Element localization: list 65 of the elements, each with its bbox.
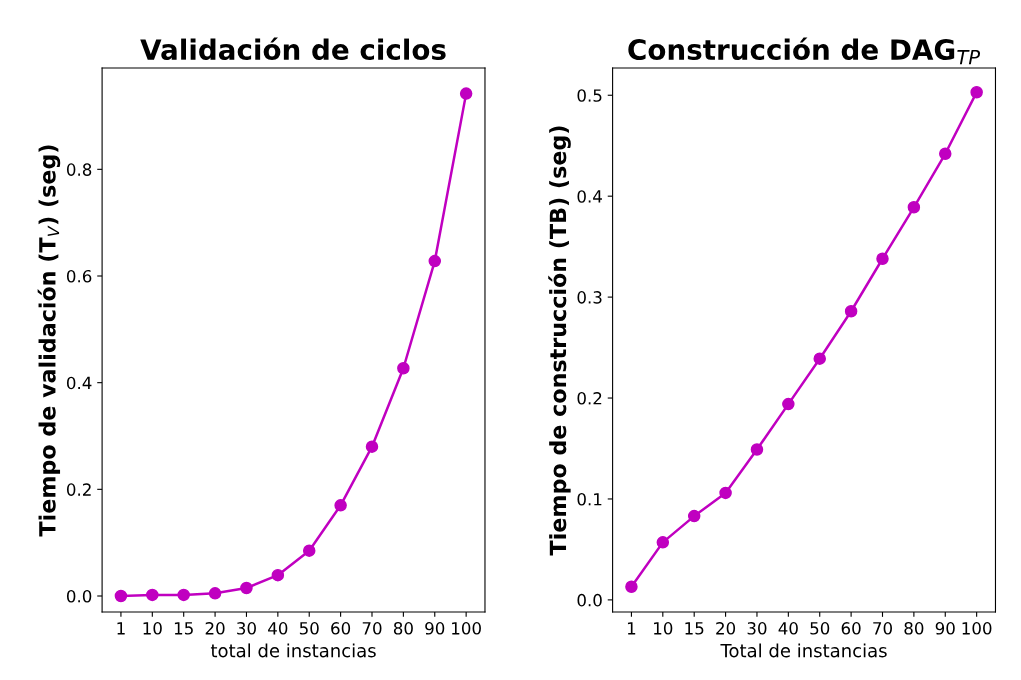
y-tick-label: 0.0 (66, 589, 92, 603)
x-tick-label: 40 (268, 622, 288, 635)
x-tick-label: 60 (841, 622, 861, 635)
point (397, 362, 410, 375)
point (625, 580, 638, 594)
x-tick-label: 10 (654, 622, 673, 635)
x-tick-label: 100 (452, 622, 481, 635)
x-tick-label: 15 (685, 622, 704, 635)
point (687, 509, 701, 523)
chart-title: Construcción de DAG$_{TP}$ (628, 37, 981, 65)
point (970, 85, 983, 99)
x-tick-label: 60 (331, 622, 351, 635)
x-tick-label: 90 (425, 622, 445, 635)
x-tick-label: 80 (904, 622, 924, 635)
point (750, 443, 764, 456)
point (719, 486, 732, 500)
x-tick-label: 30 (237, 622, 256, 635)
y-axis-title: Tiempo de validación (T$_{V}$) (seg) (37, 145, 61, 537)
point (939, 147, 952, 161)
y-tick-label: 0.3 (577, 291, 602, 304)
y-tick-label: 0.6 (66, 269, 92, 283)
x-tick-label: 30 (747, 622, 767, 635)
x-tick-label: 40 (778, 622, 798, 635)
x-tick-label: 100 (962, 622, 992, 635)
y-axis-title: Tiempo de construcción (TB) (seg) (548, 126, 571, 556)
x-axis-title: Total de instancias (720, 643, 887, 658)
x-tick-label: 15 (174, 622, 193, 635)
y-tick-label: 0.5 (577, 89, 602, 102)
y-tick-label: 0.2 (577, 392, 602, 405)
point (907, 201, 921, 214)
y-tick-label: 0.1 (577, 492, 602, 506)
x-axis-title: total de instancias (210, 643, 376, 658)
x-tick-label: 70 (873, 622, 892, 635)
point (146, 588, 159, 602)
point (656, 536, 670, 549)
point (459, 87, 473, 100)
y-tick-label: 0.2 (66, 483, 91, 496)
point (271, 568, 285, 582)
point (782, 397, 795, 411)
x-tick-label: 80 (393, 622, 413, 635)
point (876, 252, 889, 266)
point (334, 499, 347, 512)
point (208, 587, 222, 600)
point (240, 581, 253, 595)
x-tick-label: 90 (935, 622, 955, 635)
point (813, 352, 826, 365)
x-tick-label: 50 (299, 622, 319, 635)
point (365, 440, 379, 453)
point (428, 254, 442, 268)
point (114, 589, 128, 603)
y-tick-label: 0.0 (577, 593, 602, 607)
y-tick-label: 0.4 (577, 190, 602, 203)
chart-title: Validación de ciclos (140, 37, 446, 61)
point (844, 304, 858, 318)
point (302, 544, 316, 557)
x-tick-label: 20 (716, 622, 736, 635)
x-tick-label: 1 (117, 622, 125, 635)
y-tick-label: 0.4 (66, 376, 92, 390)
x-tick-label: 50 (810, 622, 830, 635)
x-tick-label: 1 (627, 622, 636, 635)
x-tick-label: 20 (205, 622, 225, 635)
x-tick-label: 70 (362, 622, 382, 635)
y-tick-label: 0.8 (66, 163, 92, 176)
point (177, 588, 190, 602)
x-tick-label: 10 (143, 622, 162, 635)
